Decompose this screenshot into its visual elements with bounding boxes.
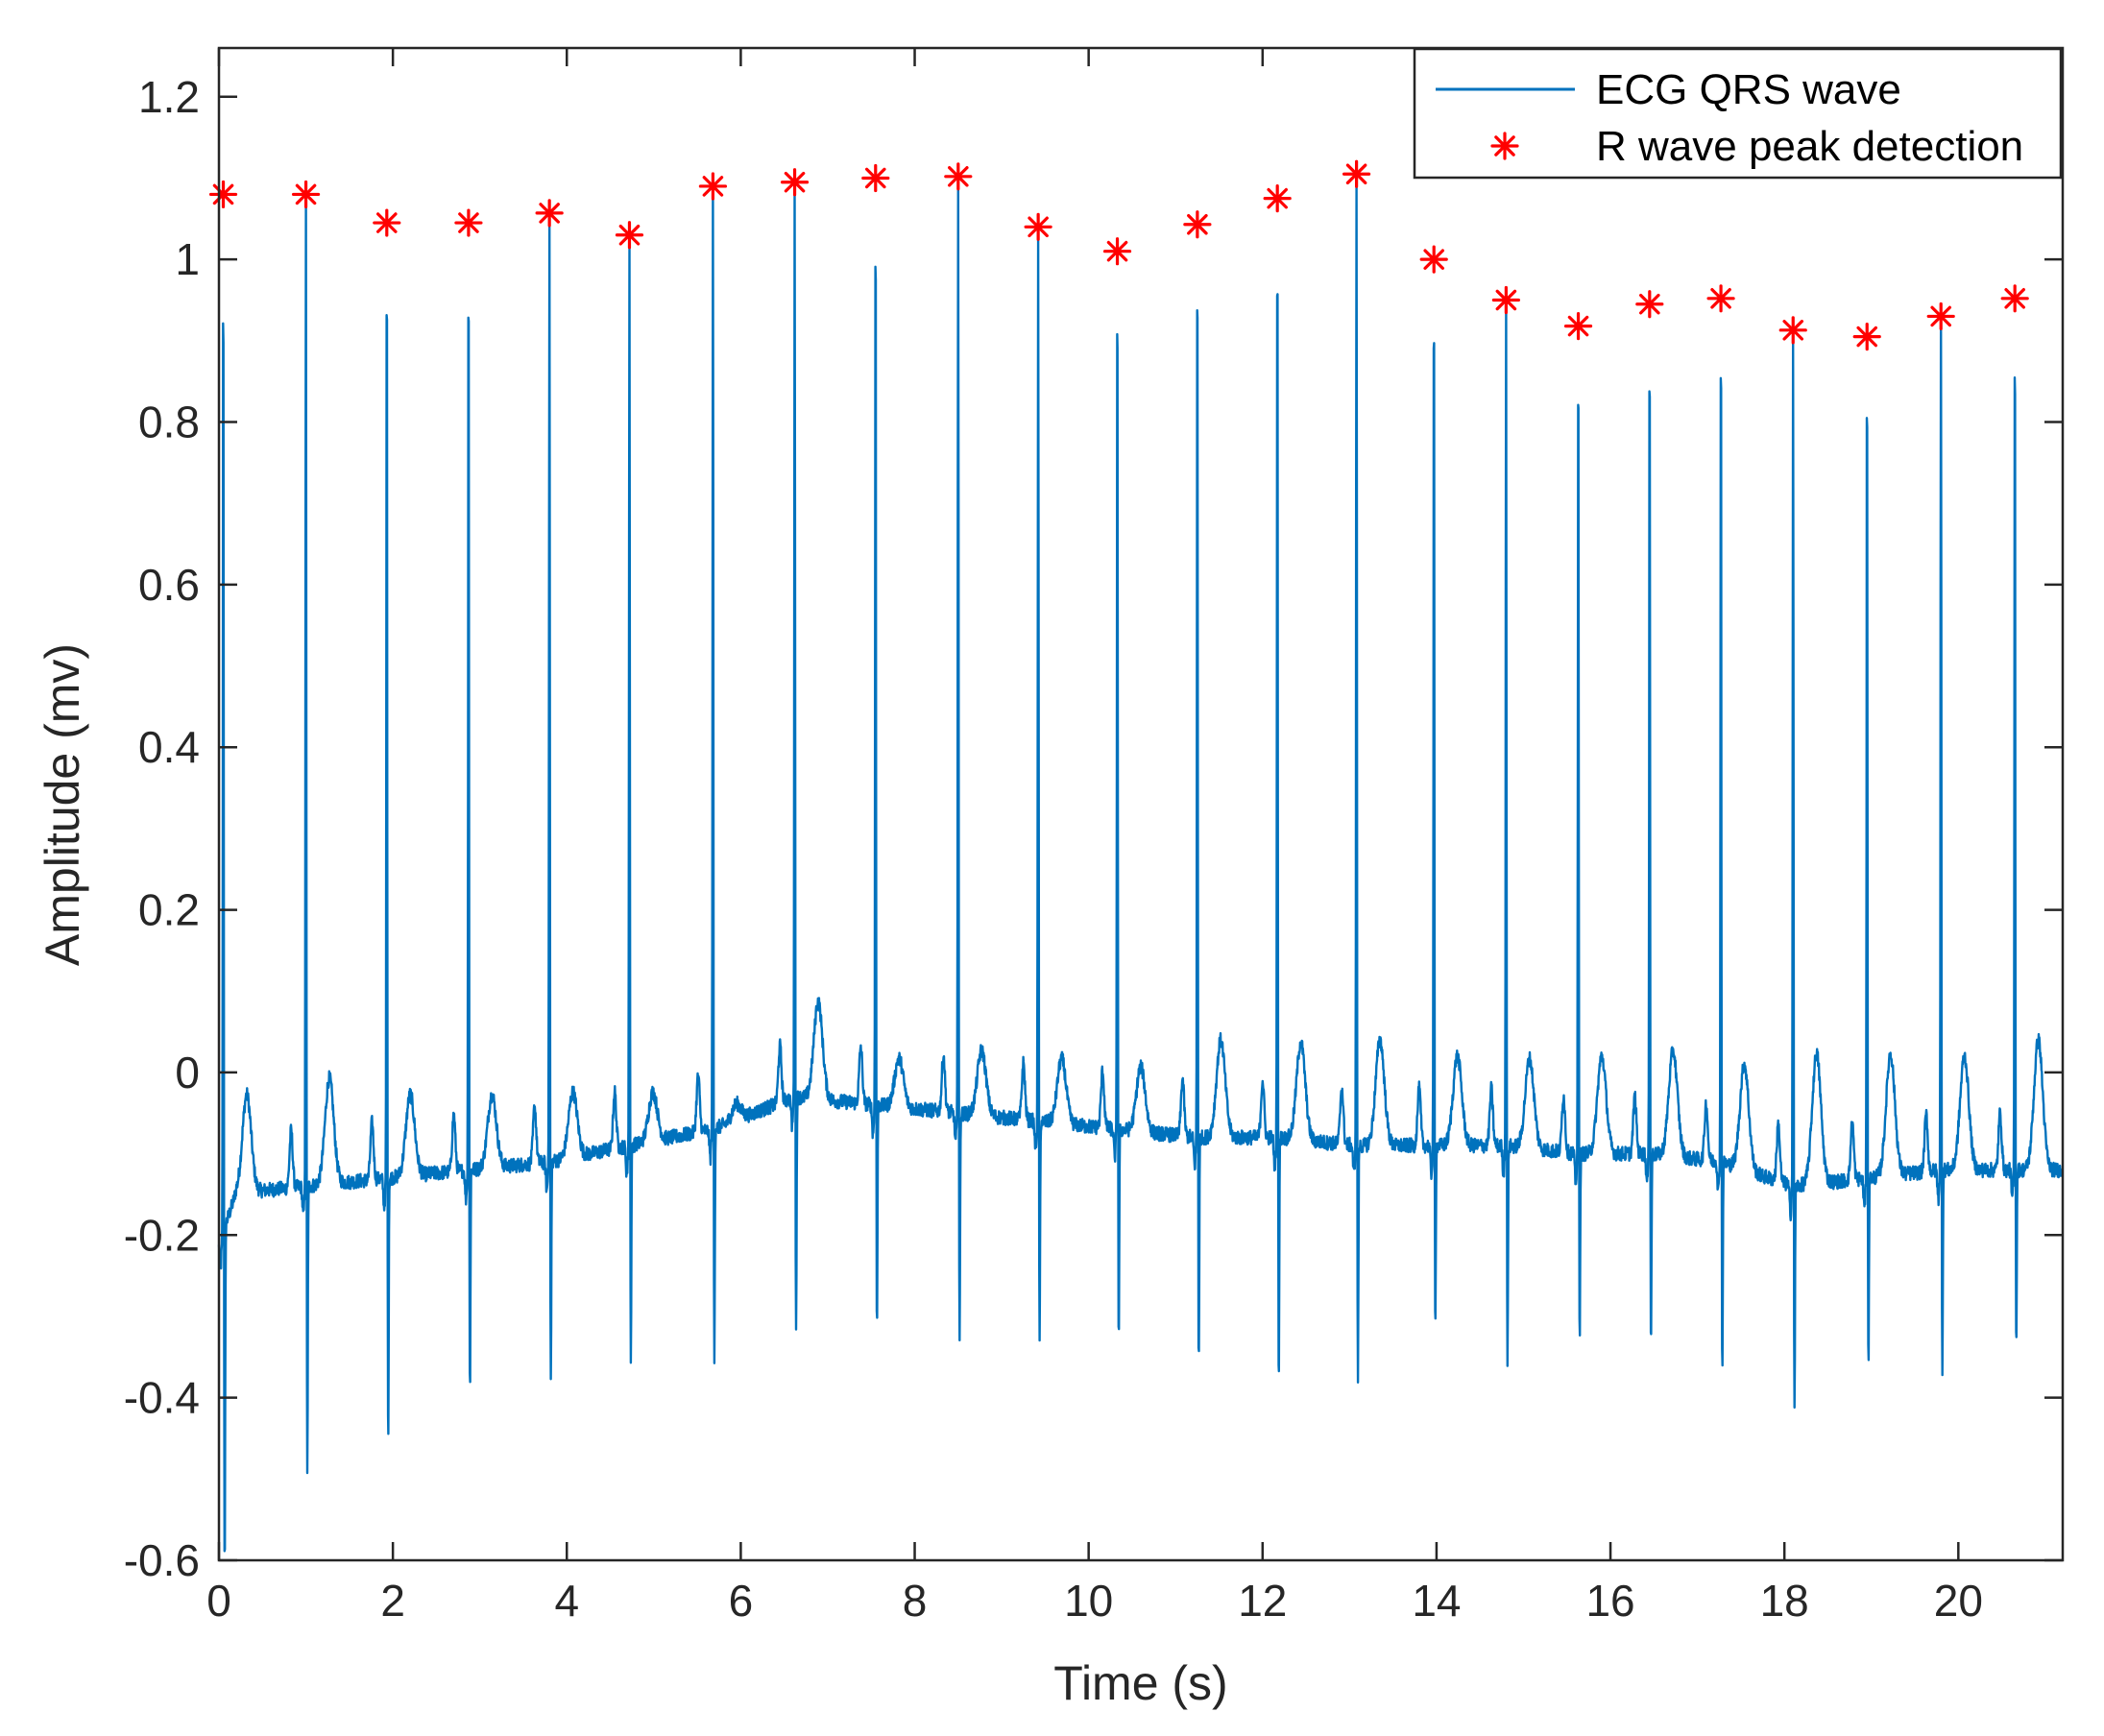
axes-box: [217, 46, 2065, 1562]
r-peak-marker: [1635, 290, 1664, 319]
series-layer: [217, 178, 2064, 1553]
r-peak-marker: [1926, 301, 1955, 331]
r-peak-marker: [1491, 285, 1520, 315]
x-tick-label: 18: [1760, 1576, 1809, 1626]
x-tick-label: 10: [1064, 1576, 1113, 1626]
y-tick-label: 1: [175, 234, 200, 284]
r-peak-marker: [615, 221, 644, 250]
r-peak-marker: [1024, 212, 1052, 241]
legend-box: [1413, 47, 2063, 180]
r-peak-marker: [1852, 323, 1881, 351]
r-peak-marker: [1102, 237, 1132, 266]
y-tick-label: 1.2: [138, 72, 200, 122]
r-peak-marker: [291, 180, 321, 209]
x-tick-label: 0: [206, 1576, 231, 1626]
x-tick-label: 14: [1412, 1576, 1461, 1626]
y-tick-label: 0: [175, 1048, 200, 1097]
legend-asterisk-swatch: [1490, 132, 1519, 160]
legend-item-ecg: ECG QRS wave: [1596, 66, 1901, 113]
legend: ECG QRS wave R wave peak detection: [1413, 47, 2063, 180]
plot-area: 0 2 4 6 8 10 12 14 16 18 20 -0.6 -0.4 -0.2 0 0.2 0.4 0.6 0…: [124, 46, 2065, 1626]
r-peak-marker: [861, 163, 890, 193]
x-tick-label: 20: [1934, 1576, 1983, 1626]
y-tick-label: -0.4: [124, 1373, 200, 1423]
r-peak-marker: [1183, 210, 1212, 239]
r-peak-marker: [1342, 159, 1371, 188]
y-tick-label: 0.8: [138, 398, 200, 447]
r-peak-marker: [780, 168, 810, 197]
y-tick-label: -0.6: [124, 1535, 200, 1585]
x-tick-label: 4: [554, 1576, 579, 1626]
x-axis-label: Time (s): [1053, 1656, 1227, 1710]
r-peak-marker: [2000, 284, 2029, 313]
marker-layer: [208, 159, 2029, 351]
ecg-series-line: [217, 178, 2064, 1553]
r-peak-marker: [698, 172, 728, 201]
x-tick-label: 6: [729, 1576, 754, 1626]
legend-item-peaks: R wave peak detection: [1596, 123, 2023, 170]
axes-background: [219, 48, 2063, 1560]
y-axis-label: Amplitude (mv): [36, 643, 89, 966]
y-tick-label: 0.4: [138, 722, 200, 772]
r-peak-marker: [373, 208, 401, 237]
r-peak-marker: [1706, 284, 1735, 313]
r-peak-marker: [1778, 316, 1807, 345]
x-tick-label: 12: [1238, 1576, 1287, 1626]
y-tick-label: 0.6: [138, 560, 200, 610]
r-peak-marker: [944, 162, 973, 191]
r-peak-marker: [1263, 184, 1292, 213]
x-tick-label: 2: [380, 1576, 405, 1626]
x-tick-label: 8: [903, 1576, 928, 1626]
y-tick-label: -0.2: [124, 1210, 200, 1260]
r-peak-marker: [454, 208, 483, 237]
r-peak-marker: [535, 199, 564, 228]
x-tick-label: 16: [1585, 1576, 1634, 1626]
r-peak-marker: [208, 180, 238, 209]
r-peak-marker: [1419, 245, 1448, 274]
y-tick-label: 0.2: [138, 885, 200, 935]
legend-asterisk: [1490, 132, 1519, 160]
r-peak-marker: [1563, 311, 1593, 341]
